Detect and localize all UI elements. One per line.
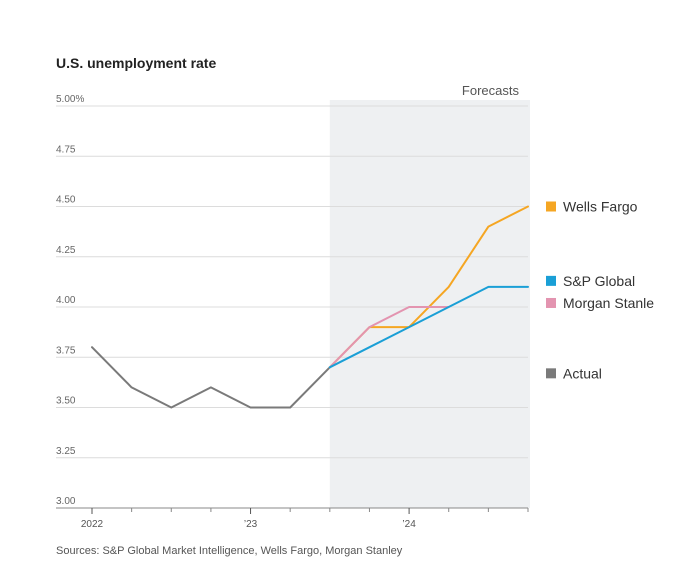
legend-label: Actual (563, 365, 602, 381)
series-line-s-p-global (328, 285, 529, 369)
legend-label: Wells Fargo (563, 199, 638, 215)
forecast-label: Forecasts (462, 83, 520, 98)
legend-swatch (546, 275, 556, 286)
x-tick-label: 2022 (81, 519, 104, 530)
x-tick-label: ’23 (244, 519, 258, 530)
legend-swatch (546, 297, 556, 308)
chart-title: U.S. unemployment rate (56, 55, 217, 71)
y-tick-label: 4.50 (56, 195, 76, 206)
legend-swatch (546, 201, 556, 212)
series-line-morgan-stanle (328, 306, 450, 369)
source-note: Sources: S&P Global Market Intelligence,… (56, 545, 403, 557)
y-tick-label: 4.00 (56, 295, 76, 306)
x-tick-label: ’24 (402, 519, 416, 530)
legend-label: Morgan Stanle (563, 295, 654, 311)
series-line-actual (91, 346, 331, 409)
y-tick-label: 3.00 (56, 496, 76, 507)
y-tick-label: 5.00% (56, 94, 84, 105)
y-tick-label: 4.25 (56, 245, 76, 256)
forecast-region (329, 100, 530, 508)
y-tick-label: 3.50 (56, 396, 76, 407)
y-tick-label: 3.25 (56, 446, 76, 457)
legend-swatch (546, 368, 556, 379)
legend-label: S&P Global (563, 273, 635, 289)
y-tick-label: 4.75 (56, 144, 76, 155)
y-tick-label: 3.75 (56, 345, 76, 356)
